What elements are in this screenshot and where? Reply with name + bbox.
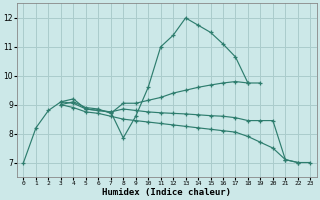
X-axis label: Humidex (Indice chaleur): Humidex (Indice chaleur)	[102, 188, 231, 197]
